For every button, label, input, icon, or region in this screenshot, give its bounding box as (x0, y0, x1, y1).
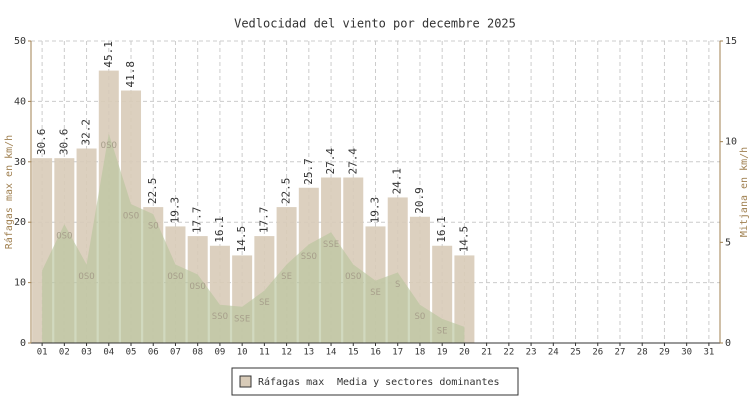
x-tick-label: 08 (192, 348, 203, 358)
x-tick-label: 11 (259, 348, 270, 358)
x-tick-label: 07 (170, 348, 181, 358)
x-tick-label: 03 (81, 348, 92, 358)
value-label: 16.1 (213, 216, 226, 243)
value-label: 14.5 (457, 226, 470, 253)
x-tick-label: 15 (348, 348, 359, 358)
y2-tick-label: 15 (725, 36, 737, 47)
x-tick-label: 06 (148, 348, 159, 358)
x-tick-label: 18 (415, 348, 426, 358)
x-tick-label: 21 (481, 348, 492, 358)
direction-label: SSE (234, 314, 250, 324)
legend-label: Ráfagas max (258, 376, 324, 388)
y2-tick-label: 0 (725, 338, 731, 349)
x-tick-label: 25 (570, 348, 581, 358)
value-label: 30.6 (57, 129, 70, 156)
value-label: 27.4 (324, 148, 337, 175)
x-tick-label: 28 (637, 348, 648, 358)
legend-box (231, 367, 519, 396)
direction-label: OSO (78, 272, 94, 282)
direction-label: OSO (101, 141, 117, 151)
chart-title: Vedlocidad del viento por decembre 2025 (234, 17, 516, 31)
value-label: 14.5 (235, 226, 248, 253)
value-label: 24.1 (391, 168, 404, 195)
value-label: 20.9 (413, 187, 426, 214)
x-tick-label: 01 (37, 348, 48, 358)
bar (454, 255, 475, 343)
x-tick-label: 23 (526, 348, 537, 358)
direction-label: OSO (190, 282, 206, 292)
x-tick-label: 27 (615, 348, 626, 358)
value-label: 27.4 (346, 148, 359, 175)
x-tick-label: 13 (303, 348, 314, 358)
y2-tick-label: 10 (725, 137, 737, 148)
value-label: 32.2 (80, 119, 93, 146)
direction-label: SO (415, 312, 426, 322)
direction-label: SE (370, 288, 381, 298)
x-tick-label: 05 (126, 348, 137, 358)
legend-swatch (239, 375, 252, 388)
value-label: 19.3 (168, 197, 181, 224)
x-tick-label: 19 (437, 348, 448, 358)
y-tick-label: 20 (14, 217, 26, 228)
direction-label: OSO (56, 232, 72, 242)
x-tick-label: 22 (503, 348, 514, 358)
x-tick-label: 29 (659, 348, 670, 358)
area (42, 133, 465, 343)
y2-axis-label: Mitjana en km/h (739, 147, 750, 237)
x-tick-label: 30 (681, 348, 692, 358)
value-label: 22.5 (146, 178, 159, 205)
y2-tick-label: 5 (725, 237, 731, 248)
value-label: 19.3 (369, 197, 382, 224)
x-tick-label: 12 (281, 348, 292, 358)
direction-label: SSE (323, 240, 339, 250)
x-tick-label: 31 (703, 348, 714, 358)
value-label: 17.7 (191, 207, 204, 234)
value-label: 22.5 (280, 178, 293, 205)
direction-label: SO (148, 222, 159, 232)
x-tick-label: 10 (237, 348, 248, 358)
value-label: 25.7 (302, 158, 315, 185)
x-tick-label: 24 (548, 348, 559, 358)
y-tick-label: 30 (14, 157, 26, 168)
x-tick-label: 04 (103, 348, 114, 358)
direction-label: SSO (212, 312, 228, 322)
y-tick-label: 40 (14, 96, 26, 107)
value-label: 30.6 (35, 129, 48, 156)
direction-label: SE (259, 298, 270, 308)
direction-label: OSO (345, 272, 361, 282)
value-label: 41.8 (124, 61, 137, 88)
direction-label: SE (437, 326, 448, 336)
direction-label: SSO (301, 252, 317, 262)
direction-label: OSO (167, 272, 183, 282)
x-tick-label: 20 (459, 348, 470, 358)
y-tick-label: 50 (14, 36, 26, 47)
direction-label: S (395, 280, 400, 290)
legend-label: Media y sectores dominantes (337, 377, 500, 388)
x-tick-label: 26 (592, 348, 603, 358)
y-axis-label: Ráfagas max en km/h (3, 135, 15, 249)
direction-label: SE (281, 272, 292, 282)
x-tick-label: 09 (214, 348, 225, 358)
value-label: 45.1 (102, 41, 115, 68)
x-tick-label: 17 (392, 348, 403, 358)
value-label: 17.7 (257, 207, 270, 234)
y-tick-label: 0 (20, 338, 26, 349)
direction-label: OSO (123, 212, 139, 222)
x-tick-label: 14 (326, 348, 337, 358)
value-label: 16.1 (435, 216, 448, 243)
x-tick-label: 16 (370, 348, 381, 358)
x-tick-label: 02 (59, 348, 70, 358)
y-tick-label: 10 (14, 278, 26, 289)
